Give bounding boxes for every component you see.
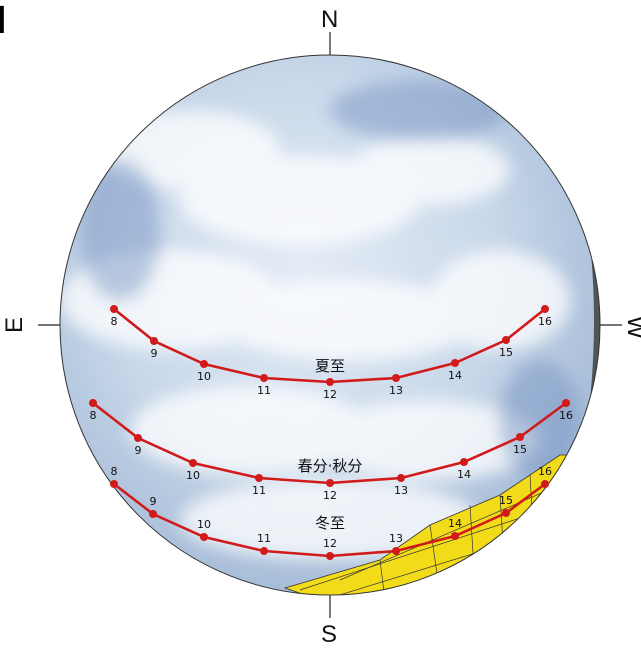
sun-path-curves: 8 9 10 11 12 13 14 15 16 夏至 8 9 10 11 12 13 14 15 16 春分·秋分 8…	[89, 305, 573, 560]
hour-point	[200, 533, 208, 541]
hour-point	[326, 378, 334, 386]
hour-point	[260, 374, 268, 382]
hour-point	[110, 305, 118, 313]
hour-label: 12	[323, 388, 337, 401]
hour-label: 16	[538, 315, 552, 328]
hour-point	[397, 474, 405, 482]
hour-label: 15	[499, 494, 513, 507]
compass-ticks	[38, 32, 622, 618]
hour-point	[392, 374, 400, 382]
compass-west: W	[622, 316, 641, 339]
hour-point	[451, 532, 459, 540]
hour-label: 13	[394, 484, 408, 497]
compass-south: S	[321, 621, 337, 646]
hour-label: 15	[499, 346, 513, 359]
hour-point	[200, 360, 208, 368]
hour-label: 9	[150, 495, 157, 508]
hour-point	[255, 474, 263, 482]
hour-point	[541, 480, 549, 488]
hour-label: 14	[448, 517, 462, 530]
hour-label: 15	[513, 443, 527, 456]
hour-point	[562, 399, 570, 407]
hour-label: 16	[559, 409, 573, 422]
hour-label: 8	[90, 409, 97, 422]
hour-label: 8	[111, 465, 118, 478]
hour-label: 13	[389, 384, 403, 397]
hour-label: 10	[197, 370, 211, 383]
hour-label: 11	[252, 484, 266, 497]
hour-point	[189, 459, 197, 467]
hour-point	[451, 359, 459, 367]
hour-label: 9	[151, 347, 158, 360]
hour-point	[516, 433, 524, 441]
hour-point	[134, 434, 142, 442]
sun-path-label: 冬至	[315, 514, 345, 532]
compass-east: E	[1, 317, 28, 333]
hour-point	[326, 479, 334, 487]
hour-label: 10	[197, 518, 211, 531]
hour-point	[502, 336, 510, 344]
hour-point	[110, 480, 118, 488]
hour-point	[89, 399, 97, 407]
hour-label: 14	[448, 369, 462, 382]
hour-point	[392, 547, 400, 555]
hour-point	[541, 305, 549, 313]
hour-label: 12	[323, 537, 337, 550]
hour-point	[502, 509, 510, 517]
hour-point	[260, 547, 268, 555]
hour-label: 16	[538, 465, 552, 478]
hour-label: 8	[111, 315, 118, 328]
compass-north: N	[321, 6, 338, 33]
hour-label: 9	[135, 444, 142, 457]
hour-label: 13	[389, 532, 403, 545]
hour-point	[150, 337, 158, 345]
hour-label: 12	[323, 489, 337, 502]
hour-point	[326, 552, 334, 560]
hour-label: 14	[457, 468, 471, 481]
sun-path-label: 春分·秋分	[298, 457, 363, 475]
hour-point	[460, 458, 468, 466]
hour-label: 10	[186, 469, 200, 482]
corner-mark: 】	[0, 4, 22, 37]
hour-label: 11	[257, 384, 271, 397]
sun-path-label: 夏至	[315, 357, 345, 375]
hour-label: 11	[257, 532, 271, 545]
hour-point	[149, 510, 157, 518]
